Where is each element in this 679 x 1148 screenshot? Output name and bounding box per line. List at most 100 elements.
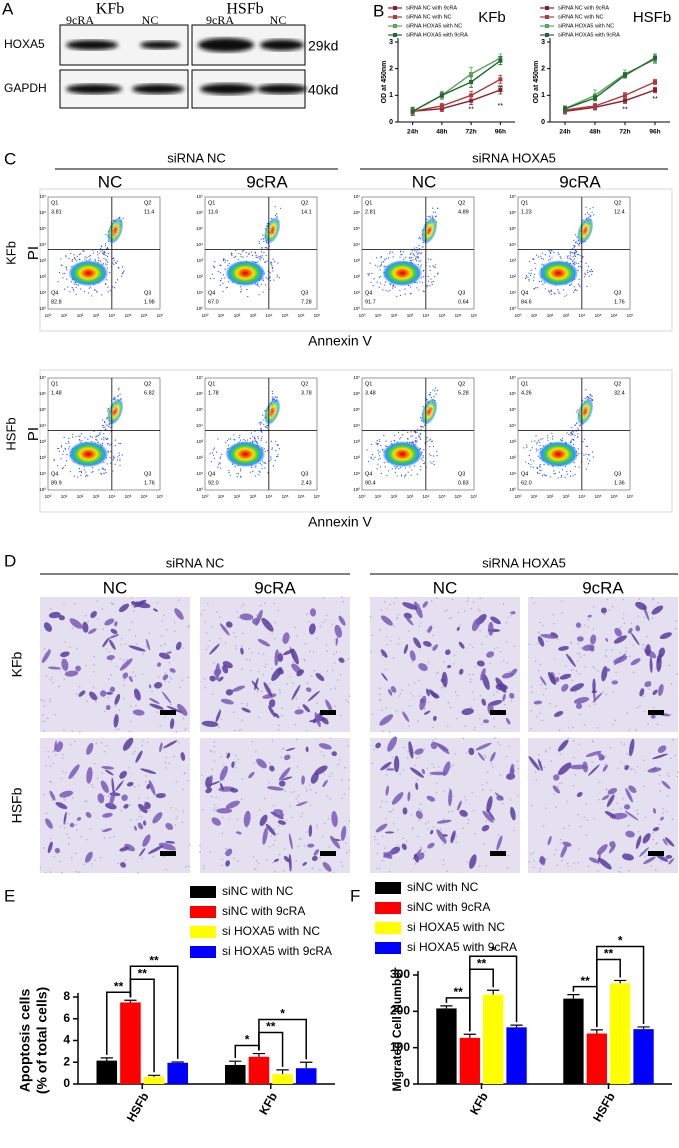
cell — [55, 802, 68, 810]
event-dot — [80, 474, 82, 477]
pore — [290, 791, 293, 793]
event-dot — [577, 427, 579, 429]
pore — [129, 803, 132, 806]
pore — [479, 629, 481, 632]
event-dot — [553, 251, 555, 253]
pore — [250, 669, 252, 672]
pore — [378, 687, 381, 690]
pore — [552, 613, 554, 616]
cell — [294, 709, 304, 715]
pore — [152, 855, 154, 858]
event-dot — [578, 425, 580, 427]
pore — [49, 678, 52, 681]
cell — [251, 680, 259, 691]
pore — [592, 628, 595, 630]
pore — [628, 870, 630, 872]
event-dot — [213, 457, 216, 460]
pore — [389, 639, 392, 642]
cell-line-label: HSFb — [226, 1, 263, 18]
pore — [536, 642, 539, 645]
pore — [435, 791, 438, 794]
quadrant-value: 32.4 — [614, 390, 625, 396]
quadrant-value: 90.4 — [365, 480, 376, 486]
pore — [469, 678, 472, 681]
cell — [133, 599, 147, 608]
pore — [622, 598, 625, 601]
event-dot — [539, 444, 541, 447]
blot-band — [66, 84, 122, 94]
event-dot — [560, 439, 562, 441]
pore — [449, 706, 452, 709]
quadrant-name: Q2 — [301, 200, 308, 206]
event-dot — [586, 397, 588, 399]
pore — [492, 693, 495, 696]
quadrant-name: Q4 — [521, 471, 528, 477]
column-header: NC — [412, 172, 437, 191]
event-dot — [433, 266, 435, 268]
pore — [622, 797, 625, 800]
pore — [97, 696, 100, 699]
event-dot — [234, 466, 236, 468]
cell — [274, 649, 279, 666]
y-tick-label: 10⁵ — [39, 226, 46, 231]
cell — [322, 779, 328, 788]
quadrant-name: Q4 — [51, 471, 58, 477]
cell — [423, 710, 431, 715]
event-dot — [228, 471, 230, 474]
pore — [295, 635, 298, 637]
group-header: siRNA NC — [167, 150, 226, 165]
event-dot — [573, 264, 576, 266]
pore — [41, 720, 44, 723]
quadrant-value: 2.43 — [301, 480, 312, 486]
cell — [124, 843, 135, 852]
cell — [614, 627, 622, 637]
pore — [583, 624, 586, 627]
pore — [300, 838, 302, 840]
event-dot — [255, 254, 257, 257]
pore — [611, 808, 614, 811]
event-dot — [399, 294, 402, 296]
pore — [493, 737, 496, 740]
pore — [105, 648, 108, 650]
pore — [305, 787, 307, 789]
significance: ** — [652, 96, 658, 103]
pore — [516, 760, 519, 762]
event-dot — [372, 285, 374, 287]
cell — [133, 825, 137, 831]
event-dot — [112, 257, 114, 260]
event-dot — [101, 424, 104, 427]
event-dot — [104, 437, 107, 439]
bar — [633, 1029, 654, 1084]
pore — [593, 606, 595, 608]
y-tick-label: 10⁰ — [509, 306, 516, 311]
event-dot — [557, 289, 559, 291]
pore — [60, 871, 63, 874]
event-dot — [571, 430, 573, 433]
event-dot — [266, 425, 268, 427]
event-dot — [53, 458, 55, 460]
pore — [418, 808, 420, 810]
pore — [557, 785, 559, 788]
pore — [348, 779, 350, 781]
cell — [415, 810, 423, 819]
quadrant-value: 14.1 — [301, 209, 312, 215]
significance-bracket — [596, 945, 645, 1027]
pore — [163, 614, 165, 617]
event-dot — [407, 438, 409, 440]
pore — [542, 825, 545, 827]
pore — [561, 782, 563, 784]
pore — [420, 622, 422, 624]
x-tick-label: 10² — [234, 494, 241, 499]
cell — [331, 810, 338, 828]
pore — [481, 788, 484, 791]
event-dot — [121, 454, 123, 456]
cell — [153, 608, 158, 612]
event-dot — [579, 286, 581, 288]
pore — [137, 871, 139, 874]
cell — [85, 811, 92, 818]
pore — [626, 753, 629, 755]
pore — [78, 685, 81, 688]
cell — [55, 741, 64, 753]
cell — [110, 628, 118, 634]
pore — [59, 669, 61, 671]
